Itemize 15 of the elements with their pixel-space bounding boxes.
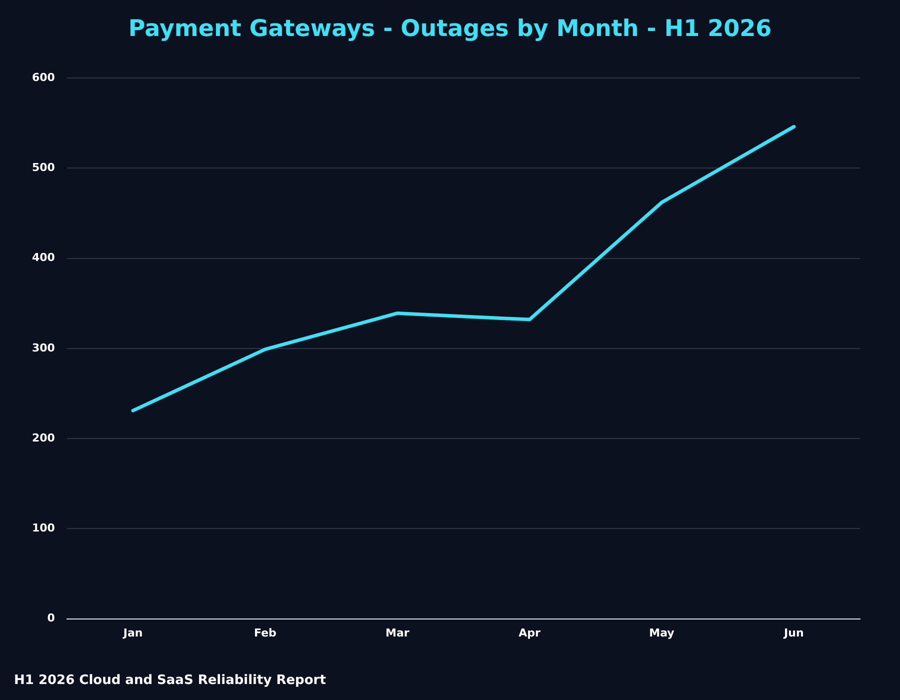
x-tick-label: Apr <box>518 626 542 640</box>
y-tick-label: 100 <box>32 522 56 535</box>
x-tick-label: May <box>649 626 674 640</box>
y-tick-label: 600 <box>32 70 56 84</box>
y-tick-label: 0 <box>47 612 56 625</box>
text: H1 2026 Cloud and SaaS Reliability Report <box>14 673 326 688</box>
x-tick-label: Feb <box>254 626 277 640</box>
x-tick-label: Jun <box>783 626 804 640</box>
chart-title: Payment Gateways - Outages by Month - H1 2026 <box>127 16 773 42</box>
y-tick-label: 200 <box>32 431 56 444</box>
y-tick-label: 500 <box>32 160 56 174</box>
y-tick-label: 300 <box>32 341 56 354</box>
x-tick-label: Jan <box>122 626 143 640</box>
x-tick-label: Mar <box>385 626 410 640</box>
y-tick-label: 400 <box>32 251 56 264</box>
